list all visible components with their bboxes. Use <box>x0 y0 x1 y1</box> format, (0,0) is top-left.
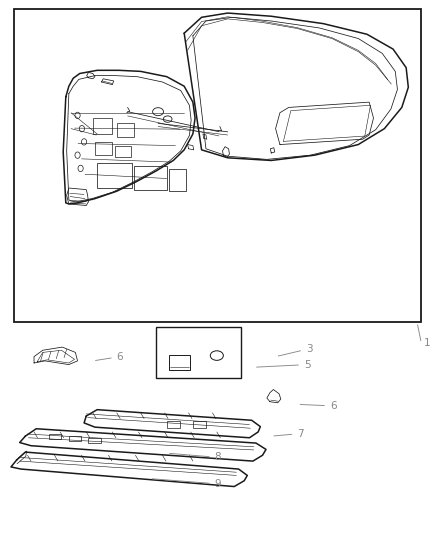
Bar <box>115 146 131 157</box>
Text: 5: 5 <box>257 360 311 369</box>
Text: 7: 7 <box>274 429 304 439</box>
Text: 8: 8 <box>170 453 221 463</box>
Bar <box>97 163 132 188</box>
Bar <box>14 10 421 322</box>
Text: 3: 3 <box>278 344 313 356</box>
Text: 6: 6 <box>95 352 124 361</box>
Bar <box>93 118 113 134</box>
Bar <box>95 142 113 155</box>
Bar <box>49 434 61 439</box>
Bar <box>169 169 186 191</box>
Bar <box>156 327 241 378</box>
Bar <box>193 421 206 427</box>
Text: 6: 6 <box>300 401 337 411</box>
Bar <box>169 354 190 370</box>
Text: 9: 9 <box>152 479 221 489</box>
Bar <box>69 436 81 441</box>
Bar <box>167 421 180 427</box>
Bar <box>88 438 101 443</box>
Text: 1: 1 <box>424 338 430 349</box>
Bar <box>134 166 167 190</box>
Bar <box>117 123 134 136</box>
